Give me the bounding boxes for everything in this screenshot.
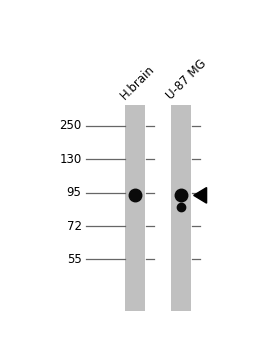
Text: 72: 72 — [67, 219, 82, 232]
Bar — [125, 105, 145, 311]
Bar — [171, 105, 191, 311]
Text: 130: 130 — [59, 153, 82, 166]
Text: U-87 MG: U-87 MG — [164, 57, 209, 102]
Text: H.brain: H.brain — [118, 63, 157, 102]
Text: 55: 55 — [67, 253, 82, 266]
Polygon shape — [194, 188, 207, 203]
Text: 95: 95 — [67, 186, 82, 199]
Text: 250: 250 — [59, 119, 82, 132]
